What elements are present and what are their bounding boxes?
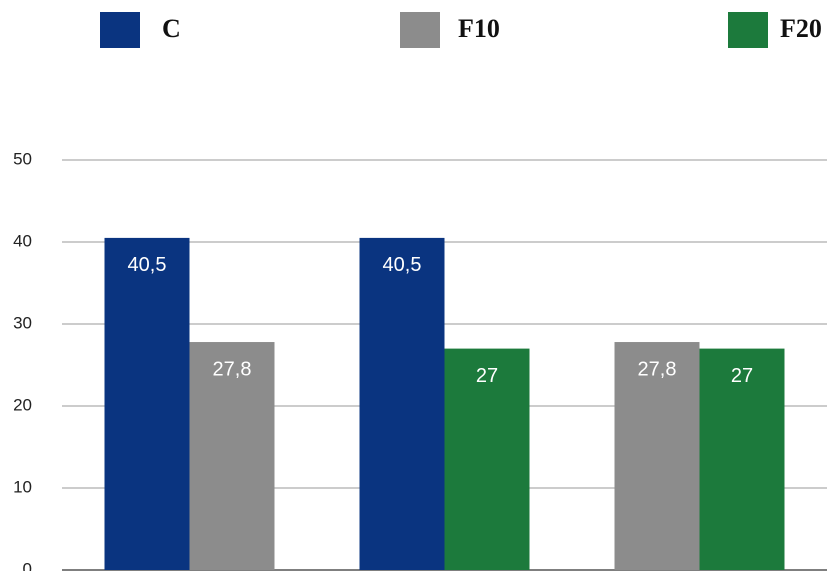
y-tick-label: 30	[13, 313, 32, 332]
value-label: 27,8	[213, 358, 252, 380]
bar	[189, 342, 275, 570]
value-label: 27	[476, 365, 498, 387]
y-tick-label: 20	[13, 395, 32, 414]
value-label: 40,5	[383, 254, 422, 276]
legend-swatch	[728, 12, 768, 48]
bar	[614, 342, 700, 570]
bar	[104, 237, 190, 570]
bar	[444, 348, 530, 570]
bar	[699, 348, 785, 570]
y-tick-label: 50	[13, 149, 32, 168]
legend-swatch	[400, 12, 440, 48]
value-label: 27	[731, 365, 753, 387]
value-label: 27,8	[638, 358, 677, 380]
y-tick-label: 10	[13, 477, 32, 496]
legend-label: F20	[780, 14, 822, 43]
y-tick-label: 0	[23, 559, 32, 571]
value-label: 40,5	[128, 254, 167, 276]
legend-label: C	[162, 14, 181, 43]
legend-label: F10	[458, 14, 500, 43]
y-tick-label: 40	[13, 231, 32, 250]
bar	[359, 237, 445, 570]
legend-swatch	[100, 12, 140, 48]
